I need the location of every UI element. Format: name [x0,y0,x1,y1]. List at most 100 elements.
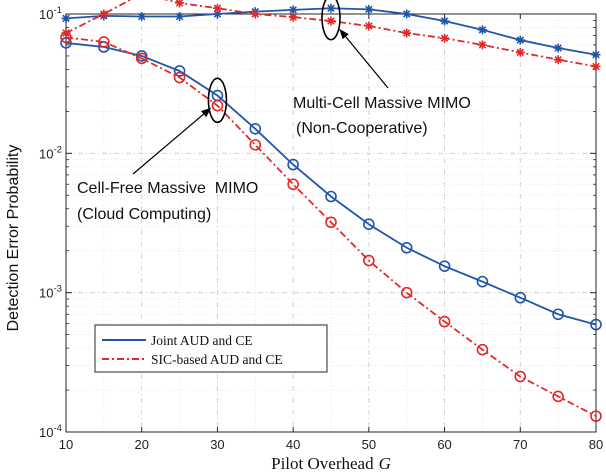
x-tick-label: 10 [59,437,73,452]
data-point [591,61,601,71]
data-point [553,55,563,65]
annotation-multi-cell-line1: Multi-Cell Massive MIMO [293,95,471,112]
data-point [61,28,71,38]
data-point [514,291,527,304]
x-tick-label: 50 [362,437,376,452]
data-point [476,343,489,356]
data-point [288,12,298,22]
y-tick-base: 10 [39,286,53,301]
multi-cell-ellipse [321,0,341,41]
y-tick-base: 10 [39,425,53,440]
data-point [440,16,450,26]
series-line [65,42,597,326]
data-point [249,122,262,135]
multi-cell-arrow [339,28,389,89]
data-point [98,36,110,48]
data-point [400,286,413,299]
data-point [363,254,375,267]
data-point [288,5,298,15]
data-point [552,308,564,321]
cell-free-ellipse [207,77,228,124]
data-point [400,241,413,254]
data-point [287,158,299,171]
series-0 [60,37,602,331]
y-axis-title: Detection Error Probability [5,145,22,332]
data-point [175,11,185,21]
data-point [590,318,602,331]
data-point [175,0,185,8]
data-point [591,50,601,60]
y-tick-exponent: -3 [53,284,61,295]
data-point [99,9,109,19]
data-point [515,35,525,45]
y-tick-exponent: -4 [53,423,61,434]
data-point [363,218,375,231]
x-tick-label: 60 [437,437,451,452]
y-tick-base: 10 [39,7,53,22]
data-point [438,260,451,272]
data-point [61,13,71,23]
data-point [249,139,262,151]
data-point [477,40,487,50]
data-point [364,21,374,31]
data-point [553,43,563,53]
x-axis-title-text: Pilot Overhead [271,454,374,473]
x-tick-label: 80 [589,437,603,452]
y-tick-label: 10-2 [39,144,62,161]
legend: Joint AUD and CE SIC-based AUD and CE [94,324,328,373]
data-point [250,9,260,19]
plot-frame [65,13,597,433]
series [60,0,602,422]
x-tick-label: 70 [513,437,527,452]
y-tick-base: 10 [39,146,53,161]
x-tick-label: 40 [286,437,300,452]
annotation-cell-free-line1: Cell-Free Massive MIMO [77,180,258,197]
data-point [325,190,337,203]
data-point [514,370,527,383]
data-point [137,11,147,21]
series-line [65,36,597,417]
data-point [173,65,186,77]
annotation-multi-cell-line2: (Non-Cooperative) [296,120,428,137]
y-tick-label: 10-1 [39,5,62,22]
data-point [515,47,525,57]
grid [65,14,597,433]
data-point [440,33,450,43]
data-point [212,9,222,19]
data-point [211,99,224,112]
data-point [476,275,489,288]
y-tick-exponent: -2 [53,144,61,155]
data-point [98,41,110,53]
series-3 [61,0,601,71]
annotations: Multi-Cell Massive MIMO (Non-Cooperative… [77,0,471,223]
x-axis-title-var: G [379,454,391,473]
x-tick-label: 20 [134,437,148,452]
y-tick-label: 10-3 [39,284,62,301]
y-tick-exponent: -1 [53,5,61,16]
data-point [326,16,336,26]
x-axis-title: Pilot Overhead G [271,454,391,473]
cell-free-arrow [132,107,212,175]
data-point [477,25,487,35]
data-point [326,3,336,13]
x-tick-label: 30 [210,437,224,452]
legend-label-sic: SIC-based AUD and CE [151,352,283,367]
data-point [438,315,451,328]
data-point [590,410,602,422]
data-point [552,390,564,403]
annotation-cell-free-line2: (Cloud Computing) [77,206,211,223]
data-point [402,9,412,19]
data-point [212,3,222,13]
data-point [135,52,148,65]
legend-label-joint: Joint AUD and CE [151,333,253,348]
data-point [364,4,374,14]
y-tick-label: 10-4 [39,423,62,440]
legend-box [94,324,328,373]
data-point [287,178,299,191]
series-1 [60,31,602,422]
data-point [402,28,412,38]
